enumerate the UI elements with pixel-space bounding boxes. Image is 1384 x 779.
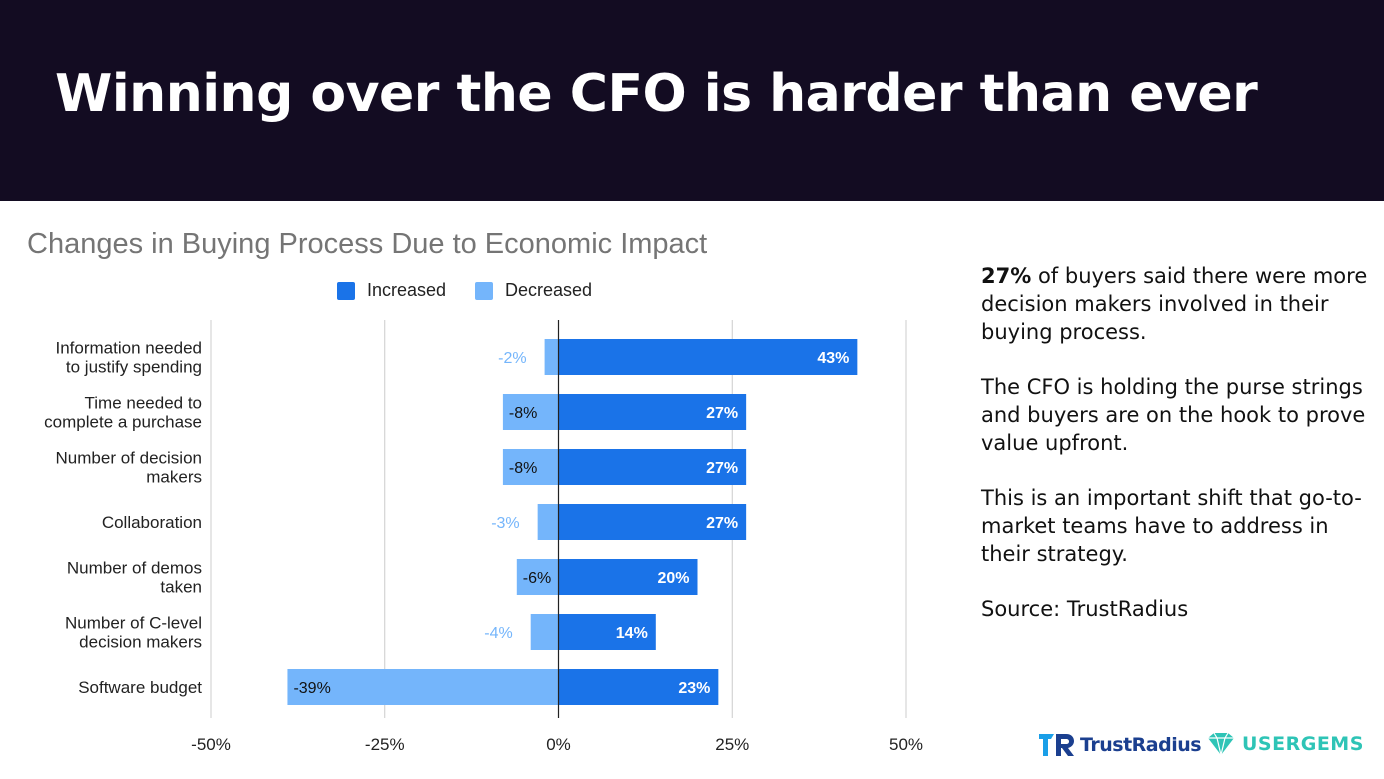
bar-increased [558, 559, 698, 595]
category-label: Software budget [78, 678, 202, 697]
bar-label-decreased: -6% [523, 570, 551, 587]
bar-decreased [537, 504, 559, 540]
category-label: complete a purchase [44, 413, 202, 432]
bar-decreased [287, 669, 559, 705]
bar-increased [558, 669, 719, 705]
bar-decreased [530, 614, 559, 650]
x-tick-label: 25% [715, 735, 749, 754]
category-label: Information needed [56, 339, 203, 358]
source-note: Source: TrustRadius [981, 597, 1189, 621]
category-label: to justify spending [66, 358, 202, 377]
bar-decreased [516, 559, 559, 595]
side-paragraph-3: This is an important shift that go-to-ma… [981, 486, 1362, 566]
bar-label-decreased: -8% [509, 405, 537, 422]
legend-item-increased: Increased [337, 280, 446, 301]
slide-title: Winning over the CFO is harder than ever [55, 64, 1258, 124]
trustradius-wordmark: TrustRadius [1080, 734, 1202, 756]
side-paragraph-2: The CFO is holding the purse strings and… [981, 375, 1366, 455]
x-tick-label: 50% [889, 735, 923, 754]
bar-increased [558, 449, 747, 485]
slide-header: Winning over the CFO is harder than ever [0, 0, 1384, 201]
x-tick-label: 0% [546, 735, 571, 754]
category-label: decision makers [79, 633, 202, 652]
x-tick-label: -25% [365, 735, 405, 754]
bar-label-decreased: -4% [484, 625, 512, 642]
bar-decreased [544, 339, 559, 375]
bar-decreased [502, 449, 559, 485]
trustradius-logo-icon [1039, 734, 1074, 756]
x-tick-label: -50% [191, 735, 231, 754]
bar-label-increased: 27% [706, 460, 738, 477]
bar-label-decreased: -39% [293, 680, 330, 697]
trustradius-logo: TrustRadius [1038, 732, 1202, 758]
side-paragraph-1-text: of buyers said there were more decision … [981, 264, 1368, 344]
side-paragraph-1: 27% of buyers said there were more decis… [981, 262, 1371, 346]
category-label: Time needed to [85, 394, 203, 413]
legend-item-decreased: Decreased [475, 280, 592, 301]
bar-increased [558, 339, 858, 375]
bar-label-decreased: -3% [491, 515, 519, 532]
usergems-logo: USERGEMS [1206, 732, 1364, 756]
category-label: Number of decision [56, 449, 202, 468]
category-label: Collaboration [102, 513, 202, 532]
legend-swatch-decreased [475, 281, 493, 300]
category-label: taken [160, 578, 202, 597]
gem-icon [1208, 732, 1234, 756]
category-label: makers [146, 468, 202, 487]
legend-label-increased: Increased [367, 280, 447, 300]
bar-label-increased: 43% [817, 350, 849, 367]
bar-label-increased: 27% [706, 515, 738, 532]
category-label: Number of demos [67, 559, 202, 578]
legend-label-decreased: Decreased [505, 280, 593, 300]
bar-decreased [502, 394, 559, 430]
bar-label-decreased: -2% [498, 350, 526, 367]
chart-title: Changes in Buying Process Due to Economi… [27, 228, 708, 260]
bar-label-increased: 27% [706, 405, 738, 422]
bar-increased [558, 504, 747, 540]
side-panel: 27% of buyers said there were more decis… [981, 262, 1371, 650]
legend-swatch-increased [337, 281, 355, 300]
highlight-stat: 27% [981, 264, 1032, 288]
bar-increased [558, 394, 747, 430]
bar-label-increased: 20% [657, 570, 689, 587]
bar-label-increased: 14% [616, 625, 648, 642]
bar-label-increased: 23% [678, 680, 710, 697]
bar-increased [558, 614, 656, 650]
category-label: Number of C-level [65, 614, 202, 633]
bar-label-decreased: -8% [509, 460, 537, 477]
usergems-wordmark: USERGEMS [1242, 733, 1364, 755]
